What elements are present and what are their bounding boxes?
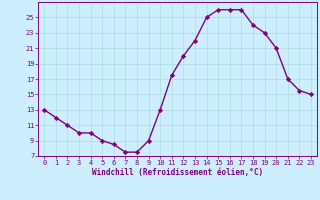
X-axis label: Windchill (Refroidissement éolien,°C): Windchill (Refroidissement éolien,°C) <box>92 168 263 177</box>
